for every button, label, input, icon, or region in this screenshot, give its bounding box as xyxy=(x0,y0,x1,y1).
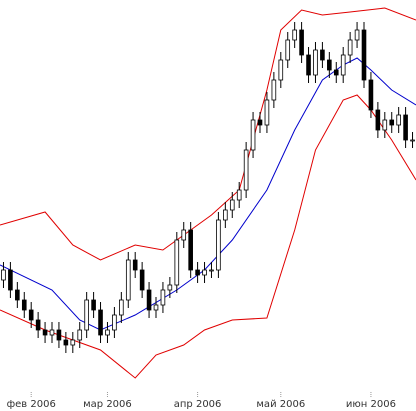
candle-body xyxy=(257,119,263,126)
x-tick-label: мар 2006 xyxy=(83,399,132,410)
candle-body xyxy=(8,269,13,291)
candle-body xyxy=(84,299,89,331)
x-tick-label: май 2006 xyxy=(256,399,305,410)
candle-body xyxy=(320,49,325,61)
candle-body xyxy=(243,149,249,191)
candle-body xyxy=(105,329,110,336)
candle-body xyxy=(77,329,83,341)
candle-body xyxy=(313,49,318,76)
candle-body xyxy=(35,319,41,331)
candle-body xyxy=(382,119,388,131)
candle-body xyxy=(112,314,117,331)
candle-body xyxy=(250,119,256,151)
candle-body xyxy=(56,329,62,341)
candle-body xyxy=(229,199,235,211)
candle-body xyxy=(354,29,360,41)
candle-body xyxy=(223,209,228,221)
candle-body xyxy=(1,269,6,281)
candle-body xyxy=(299,29,304,56)
candle-body xyxy=(188,229,193,271)
candle-body xyxy=(70,339,76,346)
candle-body xyxy=(181,229,187,241)
candle-body xyxy=(167,284,173,291)
candle-body xyxy=(174,239,180,286)
candle-body xyxy=(285,39,291,61)
band-line xyxy=(0,57,416,331)
candle-body xyxy=(333,69,339,76)
candle-body xyxy=(63,339,69,346)
candle-body xyxy=(403,114,408,141)
x-tick-label: фев 2006 xyxy=(7,399,56,410)
candle-body xyxy=(21,299,27,311)
x-tick-label: июн 2006 xyxy=(346,399,396,410)
candle-body xyxy=(125,259,131,301)
candle-body xyxy=(327,59,332,71)
candle-body xyxy=(347,39,353,56)
candle-body xyxy=(292,29,297,41)
candle-body xyxy=(410,139,415,142)
candle-body xyxy=(119,299,124,316)
candle-body xyxy=(195,269,200,276)
candle-body xyxy=(368,79,374,111)
candle-body xyxy=(202,269,207,276)
candle-body xyxy=(375,109,381,131)
x-tick-label: апр 2006 xyxy=(174,399,222,410)
candle-body xyxy=(396,114,401,126)
candle-body xyxy=(98,309,103,336)
candle-body xyxy=(91,299,96,311)
candle-body xyxy=(209,269,214,272)
candle-body xyxy=(42,329,48,336)
candle-body xyxy=(28,309,34,321)
candle-body xyxy=(132,259,138,271)
candle-body xyxy=(340,54,346,76)
candle-body xyxy=(236,189,242,201)
candle-body xyxy=(264,99,270,126)
candle-body xyxy=(361,29,367,81)
candle-body xyxy=(49,329,55,336)
candle-body xyxy=(15,289,20,301)
band-line xyxy=(0,94,416,379)
candle-body xyxy=(146,289,152,311)
candle-body xyxy=(160,289,166,306)
candle-body xyxy=(271,79,277,101)
band-line xyxy=(0,7,416,261)
candle-body xyxy=(389,119,395,126)
candle-body xyxy=(278,59,284,81)
candle-body xyxy=(306,54,311,76)
candle-body xyxy=(139,269,145,291)
candle-body xyxy=(153,304,159,311)
candle-body xyxy=(216,219,221,271)
